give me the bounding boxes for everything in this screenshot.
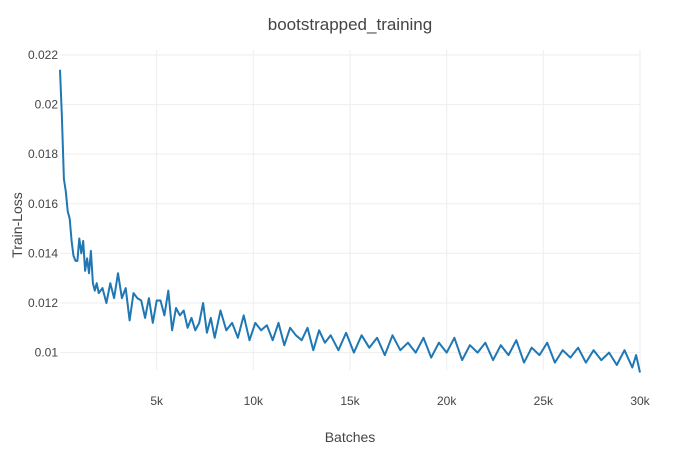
y-tick-label: 0.016 — [28, 197, 58, 211]
x-tick-label: 20k — [437, 394, 457, 408]
x-tick-label: 5k — [150, 394, 164, 408]
chart-title: bootstrapped_training — [268, 15, 432, 34]
y-tick-label: 0.022 — [28, 48, 58, 62]
x-axis-title: Batches — [325, 429, 376, 445]
x-tick-label: 15k — [340, 394, 360, 408]
x-axis-ticks: 5k 10k 15k 20k 25k 30k — [150, 394, 650, 408]
y-tick-label: 0.018 — [28, 147, 58, 161]
y-tick-label: 0.02 — [35, 98, 59, 112]
grid-layer — [60, 50, 640, 370]
y-tick-label: 0.012 — [28, 296, 58, 310]
y-axis-ticks: 0.01 0.012 0.014 0.016 0.018 0.02 0.022 — [28, 48, 58, 360]
x-tick-label: 25k — [534, 394, 554, 408]
y-axis-title: Train-Loss — [9, 192, 25, 258]
x-tick-label: 10k — [244, 394, 264, 408]
y-tick-label: 0.01 — [35, 346, 59, 360]
y-tick-label: 0.014 — [28, 246, 58, 260]
x-tick-label: 30k — [630, 394, 650, 408]
